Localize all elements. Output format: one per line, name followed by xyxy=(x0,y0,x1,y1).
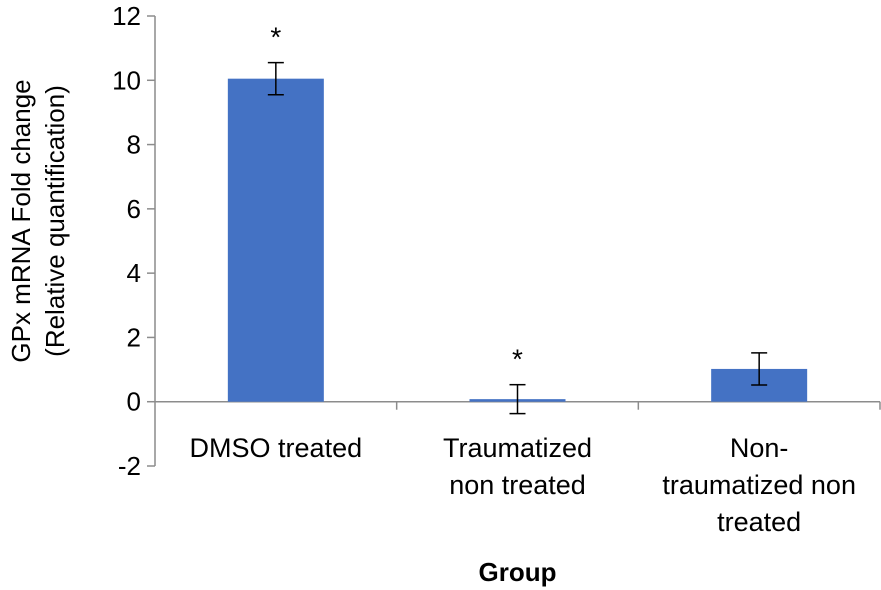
significance-markers: ** xyxy=(270,22,523,375)
x-category-label: Traumatized xyxy=(443,433,592,463)
x-category-label: traumatized non xyxy=(662,470,856,500)
x-category-label: Non- xyxy=(730,433,789,463)
y-tick-label: 6 xyxy=(127,194,141,224)
y-axis-title: GPx mRNA Fold change xyxy=(6,79,36,362)
y-axis-title: (Relative quantification) xyxy=(40,85,70,357)
y-tick-label: -2 xyxy=(118,451,141,481)
bar xyxy=(227,78,324,402)
category-labels: DMSO treated Traumatized non treated Non-tr… xyxy=(190,433,856,537)
y-axis: 12 10 8 6 4 2 0 -2 xyxy=(112,1,156,481)
y-tick-label: 4 xyxy=(127,258,141,288)
x-category-label: treated xyxy=(717,507,801,537)
y-tick-label: 8 xyxy=(127,130,141,160)
x-category-label: non treated xyxy=(449,470,586,500)
x-axis-title: Group xyxy=(479,557,557,587)
y-tick-label: 12 xyxy=(112,1,141,31)
significance-marker: * xyxy=(270,22,281,53)
y-tick-label: 10 xyxy=(112,65,141,95)
y-tick-label: 0 xyxy=(127,387,141,417)
x-category-label: DMSO treated xyxy=(190,433,363,463)
y-tick-label: 2 xyxy=(127,322,141,352)
error-bars xyxy=(267,61,768,415)
significance-marker: * xyxy=(512,344,523,375)
axis-titles: Group GPx mRNA Fold change (Relative quant… xyxy=(6,79,557,587)
